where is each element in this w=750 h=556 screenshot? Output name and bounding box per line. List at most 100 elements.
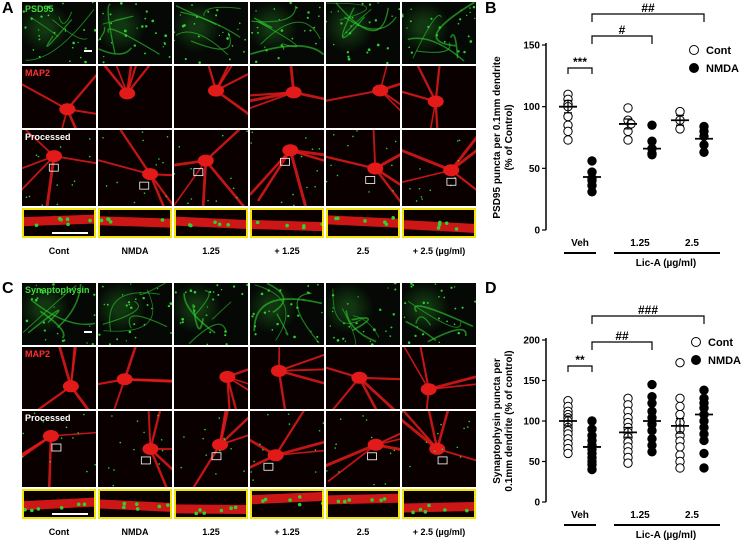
zoom-inset-image — [326, 489, 400, 519]
data-point-cont — [675, 442, 685, 452]
column-label: 2.5 — [356, 527, 370, 537]
map2-image — [174, 347, 248, 409]
y-tick-label: 150 — [523, 41, 540, 52]
data-point-cont — [675, 409, 685, 420]
y-axis-label-line1: Synaptophysin puncta per — [492, 358, 503, 484]
column-label: 1.25 — [202, 527, 220, 537]
data-point-cont — [675, 106, 685, 117]
column-label: + 2.5 (µg/ml) — [412, 246, 466, 256]
group-label: Veh — [571, 510, 589, 521]
group-label: 1.25 — [630, 238, 650, 249]
panel-letter-c: C — [2, 280, 14, 297]
significance-bracket — [591, 315, 705, 324]
panel-letter-b: B — [485, 0, 497, 17]
significance-label: *** — [573, 55, 587, 69]
column-label: 1.25 — [202, 246, 220, 256]
data-point-cont — [675, 124, 685, 134]
data-point-nmda — [699, 147, 709, 158]
row-label: PSD95 — [25, 4, 54, 14]
processed-image — [174, 130, 248, 206]
data-point-nmda — [587, 464, 597, 475]
significance-label: ### — [638, 303, 658, 317]
zoom-inset-image — [98, 208, 172, 238]
legend-label: Cont — [708, 337, 733, 349]
data-point-nmda — [647, 398, 657, 408]
y-tick-label: 100 — [523, 417, 540, 428]
processed-image — [402, 411, 476, 487]
zoom-inset-image — [250, 208, 324, 238]
data-point-cont — [623, 458, 633, 468]
green-stain-image — [98, 283, 172, 345]
column-label: + 1.25 — [274, 246, 300, 256]
zoom-inset-image — [22, 489, 96, 519]
map2-image — [326, 66, 400, 128]
y-tick-label: 150 — [523, 376, 540, 387]
green-stain-image: Synaptophysin — [22, 283, 96, 345]
y-tick-label: 50 — [529, 457, 541, 468]
map2-image — [98, 66, 172, 128]
green-stain-image — [250, 283, 324, 345]
x-axis-label: Lic-A (µg/ml) — [636, 530, 696, 541]
legend-label: NMDA — [706, 63, 739, 75]
processed-image — [250, 411, 324, 487]
zoom-inset-image — [402, 489, 476, 519]
column-label: Cont — [48, 246, 70, 256]
map2-image — [174, 66, 248, 128]
panel-letter-d: D — [485, 280, 497, 297]
legend-marker-nmda — [689, 63, 699, 73]
significance-bracket — [591, 35, 653, 44]
chart-psd95-puncta: PSD95 puncta per 0.1mm dendrite(% of Con… — [492, 1, 739, 269]
group-label: 2.5 — [685, 238, 699, 249]
processed-image — [326, 411, 400, 487]
x-axis-label: Lic-A (µg/ml) — [636, 258, 696, 269]
processed-image: Processed — [22, 411, 96, 487]
data-point-cont — [563, 126, 573, 137]
column-label: + 1.25 — [274, 527, 300, 537]
data-point-cont — [563, 111, 573, 122]
significance-label: # — [619, 23, 626, 37]
data-point-nmda — [587, 187, 597, 197]
data-point-nmda — [587, 156, 597, 166]
y-tick-label: 0 — [534, 226, 540, 237]
data-point-nmda — [587, 416, 597, 426]
zoom-inset-image — [174, 489, 248, 519]
y-tick-label: 100 — [523, 102, 540, 113]
map2-image — [98, 347, 172, 409]
processed-image — [174, 411, 248, 487]
legend-marker-cont — [689, 45, 699, 55]
data-point-cont — [675, 463, 685, 473]
processed-image — [250, 130, 324, 206]
significance-label: ## — [615, 329, 629, 343]
green-stain-image — [326, 283, 400, 345]
group-label: 1.25 — [630, 510, 650, 521]
green-stain-image — [98, 2, 172, 64]
column-label: + 2.5 (µg/ml) — [412, 527, 466, 537]
row-label: Processed — [25, 132, 71, 142]
column-label: Cont — [48, 527, 70, 537]
data-point-cont — [675, 401, 685, 412]
significance-bracket — [567, 365, 593, 372]
column-label: NMDA — [121, 246, 149, 256]
zoom-inset-image — [98, 489, 172, 519]
map2-image — [250, 66, 324, 128]
processed-image — [326, 130, 400, 206]
column-label: 2.5 — [356, 246, 370, 256]
processed-image — [98, 130, 172, 206]
scale-bar — [52, 513, 88, 515]
data-point-cont — [675, 357, 685, 368]
green-stain-image — [250, 2, 324, 64]
legend-marker-nmda — [691, 355, 701, 365]
group-label: Veh — [571, 238, 589, 249]
y-tick-label: 200 — [523, 336, 540, 347]
scale-bar — [52, 232, 88, 234]
green-stain-image: PSD95 — [22, 2, 96, 64]
map2-image — [402, 66, 476, 128]
zoom-inset-image — [250, 489, 324, 519]
green-stain-image — [174, 283, 248, 345]
y-axis-label-line1: PSD95 puncta per 0.1mm dendrite — [492, 56, 503, 219]
data-point-cont — [563, 135, 573, 145]
scale-bar — [84, 331, 92, 333]
zoom-inset-image — [22, 208, 96, 238]
y-axis-label-line2: (% of Control) — [504, 104, 515, 170]
legend-label: NMDA — [708, 355, 741, 367]
